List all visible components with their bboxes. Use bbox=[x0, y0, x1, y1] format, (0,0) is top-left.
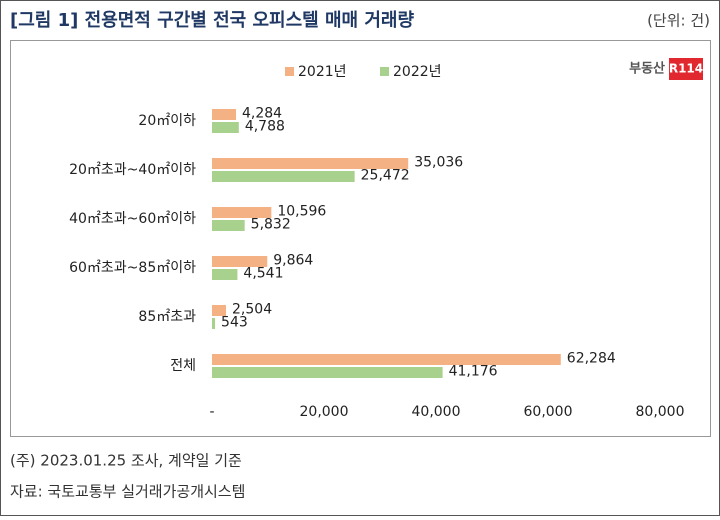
value-label: 4,788 bbox=[245, 119, 285, 135]
value-label: 62,284 bbox=[567, 351, 616, 367]
x-tick-label: 20,000 bbox=[300, 404, 349, 420]
x-tick-label: 40,000 bbox=[412, 404, 461, 420]
value-label: 4,541 bbox=[243, 266, 283, 282]
y-tick-label: 40㎡초과~60㎡이하 bbox=[69, 211, 196, 227]
legend-label: 2022년 bbox=[393, 64, 442, 80]
value-label: 10,596 bbox=[277, 204, 326, 220]
chart-title: [그림 1] 전용면적 구간별 전국 오피스텔 매매 거래량 bbox=[10, 10, 414, 31]
value-label: 2,504 bbox=[232, 302, 272, 318]
y-tick-label: 20㎡이하 bbox=[138, 113, 196, 129]
bar bbox=[212, 354, 561, 365]
bar bbox=[212, 207, 272, 218]
y-tick-label: 20㎡초과~40㎡이하 bbox=[69, 162, 196, 178]
bar bbox=[212, 109, 236, 120]
unit: (단위: 건) bbox=[647, 12, 710, 30]
x-tick-label: 60,000 bbox=[524, 404, 573, 420]
value-label: 41,176 bbox=[449, 364, 498, 380]
bar bbox=[212, 220, 245, 231]
y-tick-label: 전체 bbox=[170, 358, 196, 374]
value-label: 35,036 bbox=[414, 155, 463, 171]
value-label: 4,284 bbox=[242, 106, 282, 122]
x-tick-label: - bbox=[209, 404, 214, 420]
note: (주) 2023.01.25 조사, 계약일 기준 bbox=[10, 452, 242, 470]
value-label: 5,832 bbox=[251, 217, 291, 233]
source: 자료: 국토교통부 실거래가공개시스템 bbox=[10, 483, 245, 501]
bar bbox=[212, 158, 409, 169]
legend-swatch bbox=[380, 67, 389, 76]
bar bbox=[212, 122, 239, 133]
bar bbox=[212, 269, 238, 280]
legend-swatch bbox=[285, 67, 294, 76]
logo-text: 부동산 bbox=[629, 61, 665, 77]
bar bbox=[212, 171, 355, 182]
value-label: 543 bbox=[221, 315, 248, 331]
x-tick-label: 80,000 bbox=[636, 404, 685, 420]
value-label: 9,864 bbox=[273, 253, 313, 269]
bar bbox=[212, 305, 227, 316]
logo-mark: R114 bbox=[669, 62, 703, 76]
logo-box bbox=[669, 58, 703, 80]
y-tick-label: 60㎡초과~85㎡이하 bbox=[69, 260, 196, 276]
legend-label: 2021년 bbox=[298, 64, 347, 80]
bar bbox=[212, 256, 268, 267]
bar bbox=[212, 367, 443, 378]
bar bbox=[212, 318, 216, 329]
y-tick-label: 85㎡초과 bbox=[138, 309, 196, 325]
value-label: 25,472 bbox=[361, 168, 410, 184]
